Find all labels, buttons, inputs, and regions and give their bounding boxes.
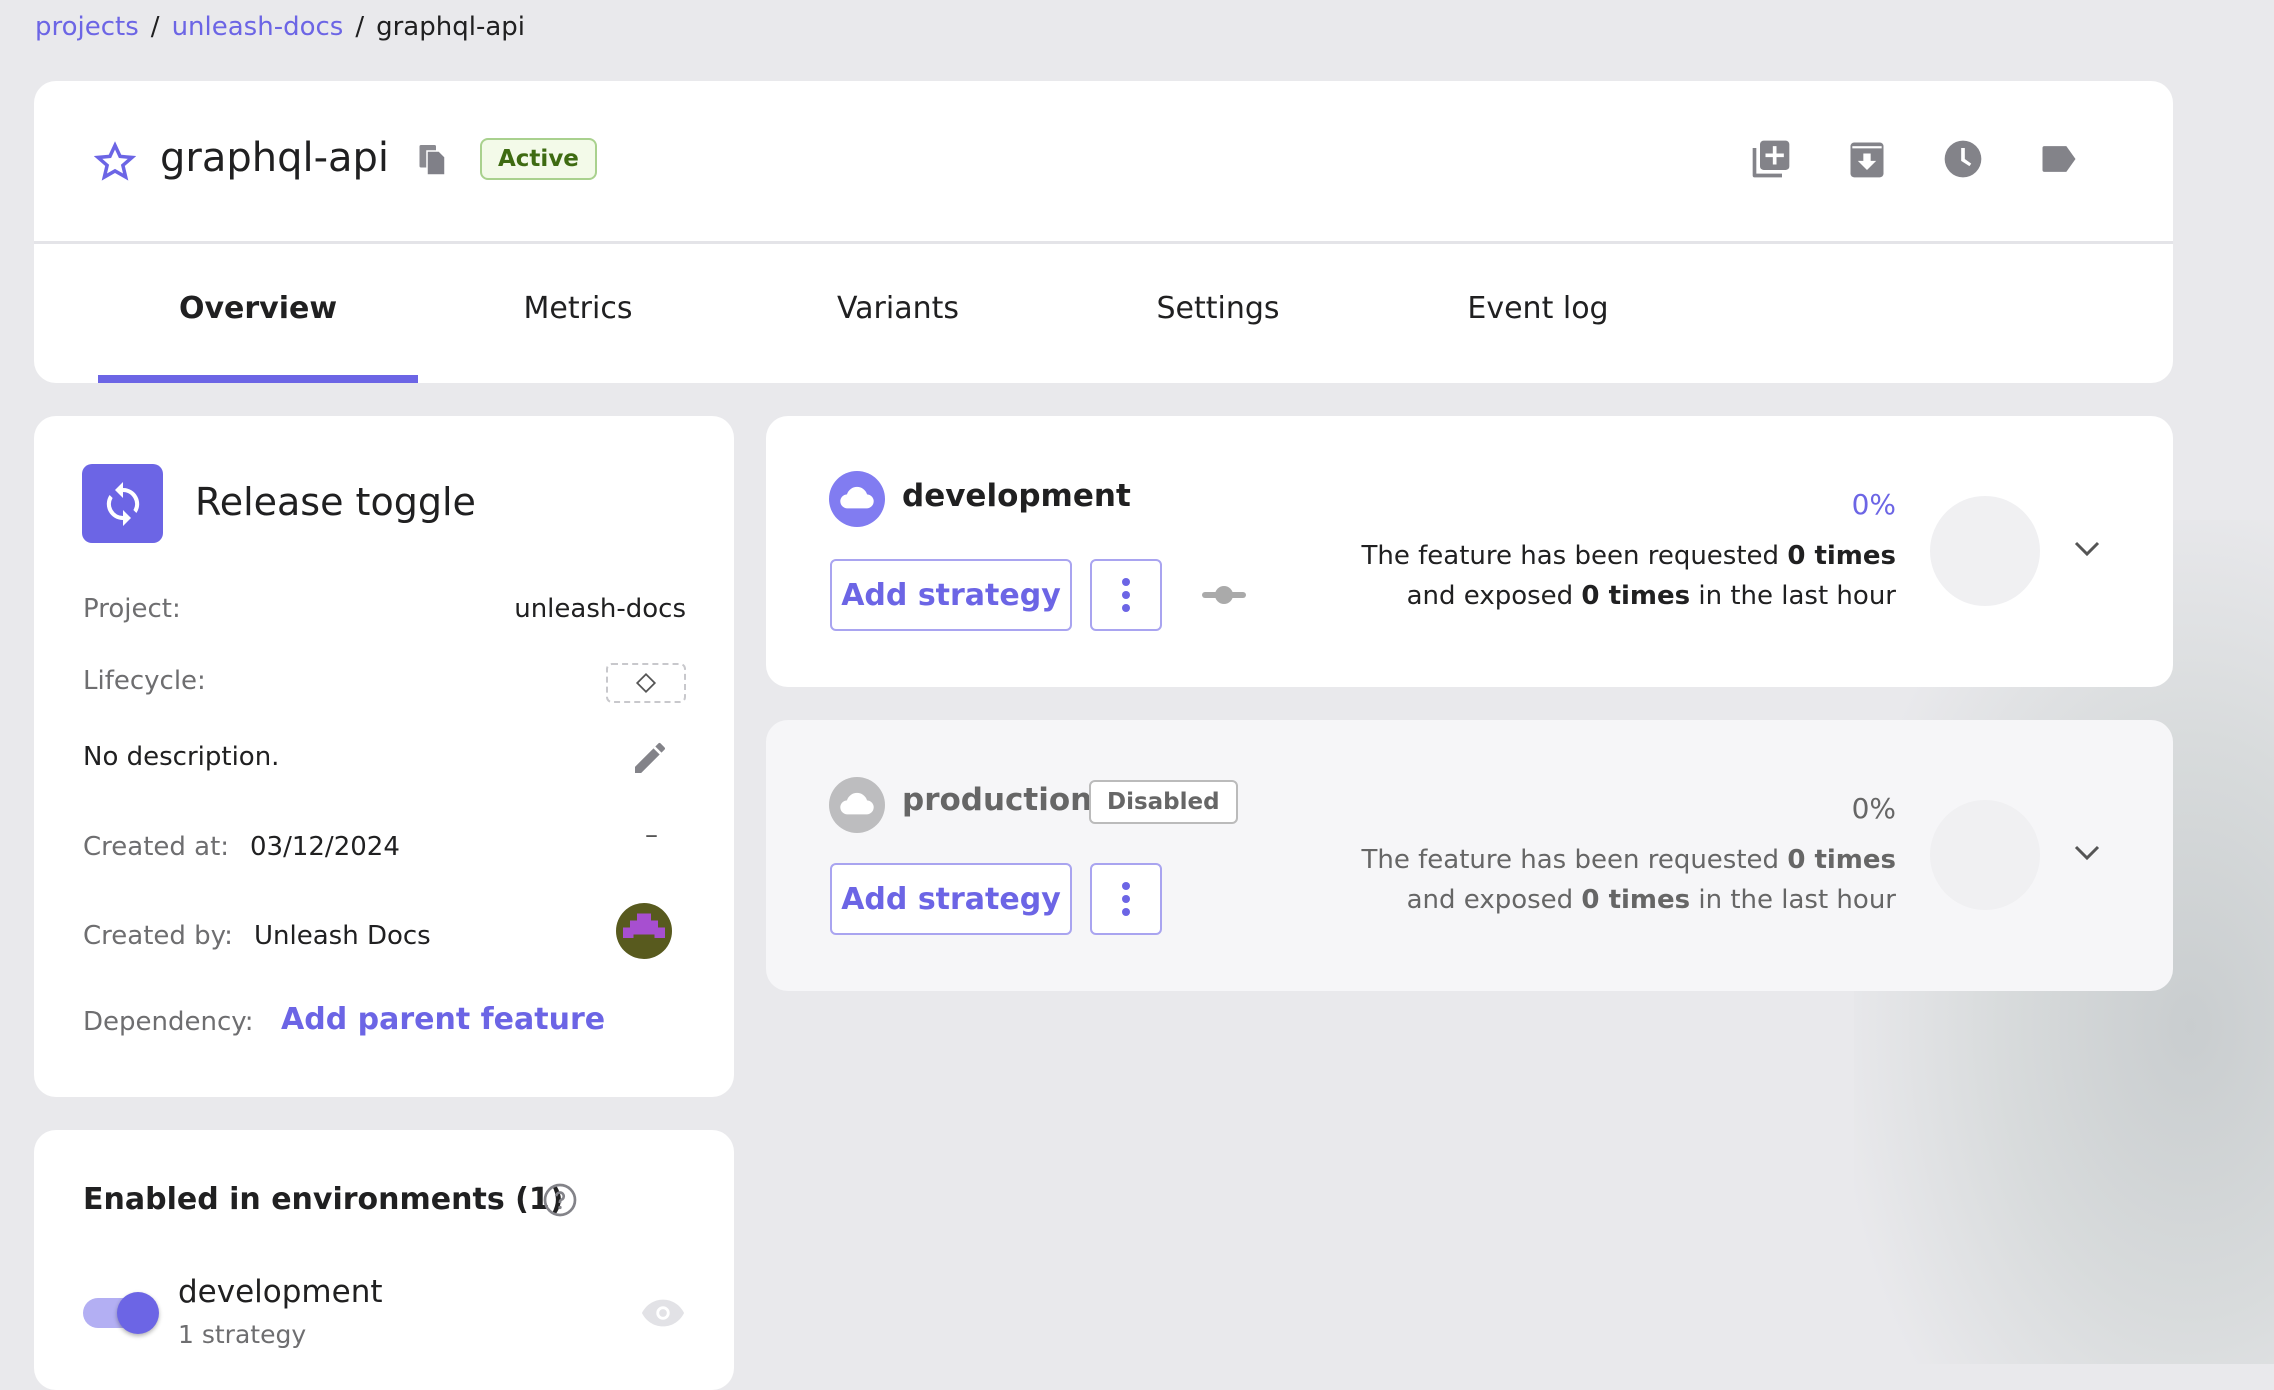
exposure-percent: 0%: [1851, 488, 1896, 521]
diamond-icon: [635, 672, 657, 694]
dependency-label: Dependency:: [83, 1007, 254, 1037]
release-toggle-icon: [82, 464, 163, 543]
metrics-text: The feature has been requested: [1361, 845, 1788, 875]
environment-card-development: development Add strategy 0% The feature …: [766, 416, 2173, 687]
cloud-icon: [829, 471, 885, 527]
history-icon[interactable]: [1941, 137, 1985, 181]
requested-count: 0 times: [1787, 845, 1896, 875]
metrics-text: The feature has been requested: [1361, 541, 1788, 571]
tab-overview[interactable]: Overview: [178, 291, 338, 326]
avatar: [616, 903, 672, 959]
created-at-label: Created at:: [83, 832, 230, 862]
metrics-text: and exposed: [1406, 581, 1582, 611]
tag-icon[interactable]: [2037, 137, 2081, 181]
project-label: Project:: [83, 594, 181, 624]
tab-event-log[interactable]: Event log: [1467, 291, 1609, 326]
feature-title: graphql-api: [160, 135, 390, 181]
more-options-button[interactable]: [1090, 863, 1162, 935]
created-at-value: 03/12/2024: [250, 832, 400, 862]
help-icon[interactable]: [542, 1182, 578, 1218]
lifecycle-label: Lifecycle:: [83, 666, 206, 696]
more-vertical-icon: [1122, 578, 1130, 612]
more-options-button[interactable]: [1090, 559, 1162, 631]
breadcrumb: projects / unleash-docs / graphql-api: [35, 12, 525, 42]
lifecycle-stage[interactable]: [606, 663, 686, 703]
eye-icon[interactable]: [640, 1296, 686, 1330]
tab-variants[interactable]: Variants: [836, 291, 960, 326]
active-tab-indicator: [98, 375, 418, 383]
created-by-value: Unleash Docs: [254, 921, 431, 951]
exposure-chart: [1930, 800, 2040, 910]
project-value: unleash-docs: [514, 594, 686, 624]
more-vertical-icon: [1122, 882, 1130, 916]
breadcrumb-separator: /: [150, 12, 160, 42]
add-strategy-button[interactable]: Add strategy: [830, 863, 1072, 935]
status-badge: Active: [480, 138, 597, 180]
clone-icon[interactable]: [1749, 137, 1793, 181]
breadcrumb-separator: /: [355, 12, 365, 42]
tab-settings[interactable]: Settings: [1156, 291, 1280, 326]
exposed-count: 0 times: [1581, 581, 1691, 611]
metrics-summary: The feature has been requested 0 times a…: [1361, 536, 1896, 616]
feature-header: graphql-api Active Overview Metrics Vari…: [34, 81, 2173, 383]
header-divider: [34, 241, 2173, 244]
development-toggle[interactable]: [83, 1292, 159, 1334]
breadcrumb-unleash-docs[interactable]: unleash-docs: [171, 12, 344, 42]
archive-icon[interactable]: [1845, 137, 1889, 181]
breadcrumb-current: graphql-api: [376, 12, 525, 42]
exposure-chart: [1930, 496, 2040, 606]
add-parent-feature-link[interactable]: Add parent feature: [281, 1002, 606, 1037]
strategy-connector-icon: [1202, 586, 1246, 604]
metrics-text: and exposed: [1406, 885, 1582, 915]
star-icon[interactable]: [94, 141, 136, 183]
feature-details-card: Release toggle Project: unleash-docs Lif…: [34, 416, 734, 1097]
edit-icon[interactable]: [630, 738, 670, 778]
copy-icon[interactable]: [418, 143, 448, 177]
created-at-extra: –: [645, 820, 658, 850]
created-by-label: Created by:: [83, 921, 233, 951]
description: No description.: [83, 742, 280, 772]
environment-card-production: production Disabled Add strategy 0% The …: [766, 720, 2173, 991]
cloud-icon: [829, 777, 885, 833]
metrics-text: in the last hour: [1690, 581, 1896, 611]
enabled-environments-card: Enabled in environments (1) development …: [34, 1130, 734, 1390]
enabled-env-strategies: 1 strategy: [178, 1320, 307, 1349]
chevron-down-icon[interactable]: [2072, 538, 2102, 558]
enabled-environments-title: Enabled in environments (1): [83, 1182, 564, 1217]
environment-name: production: [902, 782, 1093, 818]
add-strategy-button[interactable]: Add strategy: [830, 559, 1072, 631]
feature-type: Release toggle: [195, 480, 476, 524]
metrics-summary: The feature has been requested 0 times a…: [1361, 840, 1896, 920]
enabled-env-name: development: [178, 1274, 383, 1310]
metrics-text: in the last hour: [1690, 885, 1896, 915]
environment-name: development: [902, 478, 1131, 514]
tab-metrics[interactable]: Metrics: [523, 291, 633, 326]
exposure-percent: 0%: [1851, 792, 1896, 825]
requested-count: 0 times: [1787, 541, 1896, 571]
disabled-badge: Disabled: [1089, 780, 1238, 824]
exposed-count: 0 times: [1581, 885, 1691, 915]
chevron-down-icon[interactable]: [2072, 842, 2102, 862]
breadcrumb-projects[interactable]: projects: [35, 12, 139, 42]
